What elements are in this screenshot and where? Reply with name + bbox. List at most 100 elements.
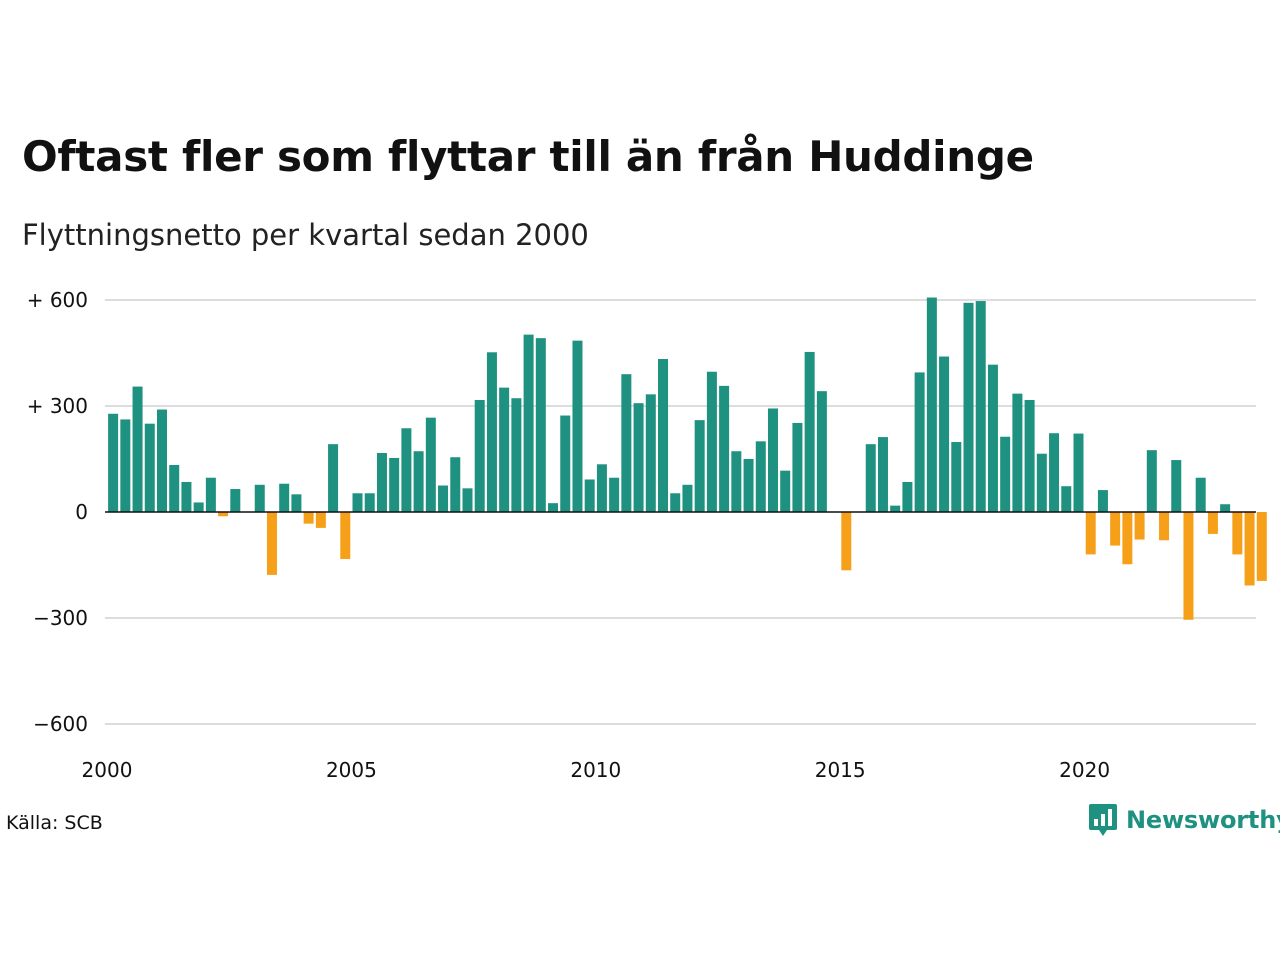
- bar: [1073, 433, 1084, 512]
- bar: [291, 494, 302, 512]
- y-tick-label: + 300: [27, 394, 88, 418]
- bar: [645, 394, 656, 512]
- bar: [987, 364, 998, 512]
- bar: [658, 359, 669, 512]
- bar: [254, 484, 265, 512]
- brand-name: Newsworthy: [1126, 806, 1280, 834]
- bar: [1195, 477, 1206, 512]
- bar: [706, 371, 717, 512]
- bar: [1049, 433, 1060, 512]
- bar: [132, 386, 143, 512]
- bar: [156, 409, 167, 512]
- chart-title: Oftast fler som flyttar till än från Hud…: [22, 132, 1034, 181]
- bar: [230, 489, 241, 512]
- bar: [780, 470, 791, 512]
- bars: [108, 297, 1267, 620]
- bar: [389, 457, 400, 512]
- bar: [352, 493, 363, 512]
- bar: [144, 423, 155, 512]
- bar: [1000, 436, 1011, 512]
- y-tick-label: 0: [75, 500, 88, 524]
- bar: [376, 452, 387, 512]
- bar: [120, 419, 131, 512]
- bar: [303, 512, 314, 524]
- bar: [755, 441, 766, 512]
- x-tick-label: 2000: [82, 758, 133, 782]
- bar: [1220, 504, 1231, 512]
- bar: [1146, 450, 1157, 512]
- bar: [315, 512, 326, 528]
- bar: [1159, 512, 1170, 541]
- bar: [719, 385, 730, 512]
- bar: [939, 356, 950, 512]
- bar: [218, 512, 229, 517]
- bar: [841, 512, 852, 571]
- bar: [401, 428, 412, 512]
- bar: [1061, 486, 1072, 512]
- bar: [609, 477, 620, 512]
- bar: [792, 422, 803, 512]
- bar: [1183, 512, 1194, 620]
- bar: [535, 338, 546, 512]
- bar: [1232, 512, 1243, 555]
- bar: [963, 302, 974, 512]
- bar: [169, 465, 180, 512]
- bar: [340, 512, 351, 559]
- bar: [1012, 393, 1023, 512]
- bar: [670, 493, 681, 512]
- bar: [1244, 512, 1255, 586]
- bar: [596, 464, 607, 512]
- bar: [914, 372, 925, 512]
- bar: [511, 398, 522, 512]
- x-tick-label: 2020: [1059, 758, 1110, 782]
- bar: [438, 485, 449, 512]
- x-axis-labels: 2000 2005 2010 2015 2020: [82, 758, 1111, 782]
- bar: [328, 444, 339, 512]
- bar: [890, 505, 901, 512]
- bar: [743, 459, 754, 512]
- bar: [694, 420, 705, 512]
- gridlines: [105, 299, 1256, 725]
- bar: [902, 481, 913, 512]
- bar: [633, 403, 644, 512]
- bar: [621, 374, 632, 512]
- bar: [425, 417, 436, 512]
- newsworthy-logo-icon: [1089, 804, 1117, 836]
- bar: [462, 488, 473, 512]
- bar: [1085, 512, 1096, 555]
- bar: [205, 477, 216, 512]
- x-tick-label: 2015: [815, 758, 866, 782]
- bar: [548, 503, 559, 512]
- bar: [364, 493, 375, 512]
- bar: [1122, 512, 1133, 565]
- bar: [1171, 460, 1182, 512]
- bar: [731, 451, 742, 512]
- bar: [181, 481, 192, 512]
- bar: [682, 484, 693, 512]
- bar: [572, 340, 583, 512]
- bar: [523, 334, 534, 512]
- bar: [279, 483, 290, 512]
- bar: [877, 437, 888, 512]
- x-tick-label: 2010: [570, 758, 621, 782]
- y-tick-label: −300: [33, 606, 88, 630]
- bar: [1110, 512, 1121, 546]
- x-tick-label: 2005: [326, 758, 377, 782]
- bar: [1036, 453, 1047, 512]
- bar: [1256, 512, 1267, 581]
- bar: [951, 442, 962, 512]
- bar: [926, 297, 937, 512]
- bar: [1134, 512, 1145, 540]
- chart-subtitle: Flyttningsnetto per kvartal sedan 2000: [22, 218, 589, 252]
- bar: [193, 502, 204, 512]
- y-tick-label: −600: [33, 712, 88, 736]
- bar: [486, 352, 497, 512]
- brand-logo: Newsworthy: [1088, 802, 1280, 838]
- source-note: Källa: SCB: [6, 812, 103, 834]
- bar: [450, 457, 461, 512]
- bar: [584, 479, 595, 512]
- bar: [266, 512, 277, 575]
- y-tick-label: + 600: [27, 288, 88, 312]
- bar: [499, 387, 510, 512]
- bar: [865, 444, 876, 512]
